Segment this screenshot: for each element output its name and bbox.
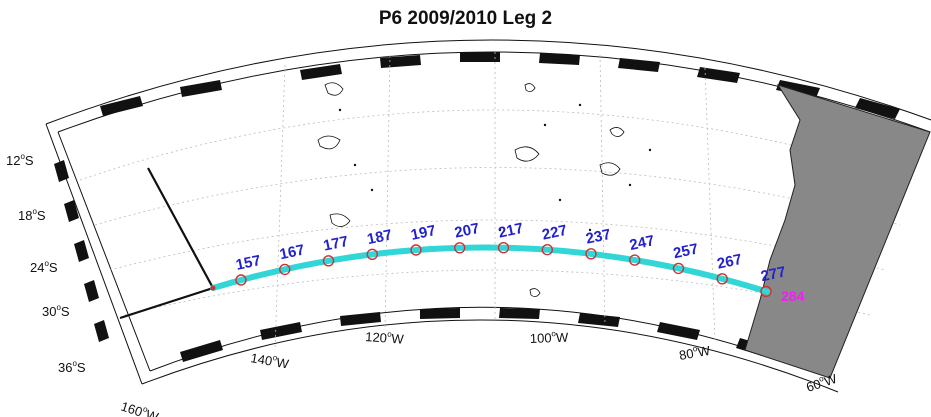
station-label-247: 247 — [628, 232, 656, 254]
station-marker-227 — [541, 243, 553, 256]
station-marker-247 — [629, 254, 641, 266]
final-station-label: 284 — [781, 288, 805, 304]
lon-label-140w: 140oW — [249, 349, 290, 372]
bathymetry-contours — [317, 82, 625, 297]
station-marker-237 — [585, 248, 597, 260]
latitude-labels: 12oS 18oS 24oS 30oS 36oS — [6, 152, 86, 375]
station-marker-157 — [235, 274, 247, 286]
lon-label-60w: 60oW — [804, 370, 839, 395]
station-label-277: 277 — [759, 263, 787, 285]
station-marker-267 — [716, 273, 728, 285]
lat-label-24s: 24oS — [30, 259, 58, 275]
station-label-207: 207 — [453, 220, 481, 242]
lon-label-160w: 160oW — [119, 398, 161, 417]
station-label-217: 217 — [497, 220, 525, 242]
station-label-177: 177 — [322, 233, 350, 255]
station-label-257: 257 — [672, 240, 700, 262]
longitude-labels: 160oW 140oW 120oW 100oW 80oW 60oW — [119, 328, 839, 417]
lat-label-36s: 36oS — [58, 359, 86, 375]
station-label-267: 267 — [715, 251, 743, 273]
station-label-227: 227 — [541, 222, 569, 244]
station-marker-207 — [454, 242, 466, 254]
lat-label-12s: 12oS — [6, 152, 34, 168]
lon-label-120w: 120oW — [365, 328, 405, 347]
station-marker-257 — [672, 262, 685, 275]
station-marker-277 — [760, 285, 772, 298]
station-marker-187 — [366, 248, 378, 261]
station-label-157: 157 — [234, 252, 262, 274]
previous-leg-track — [119, 167, 215, 320]
track-start-marker — [210, 285, 216, 291]
lat-label-30s: 30oS — [42, 303, 70, 319]
land-mass — [744, 84, 931, 379]
station-marker-177 — [322, 255, 335, 267]
station-label-187: 187 — [366, 226, 394, 248]
station-marker-217 — [497, 241, 510, 254]
station-label-197: 197 — [409, 222, 437, 244]
station-markers: 157 167 177 187 197 207 217 227 237 247 257 267 277 2… — [210, 220, 805, 304]
station-marker-197 — [410, 244, 422, 256]
station-label-167: 167 — [278, 241, 306, 263]
lon-label-100w: 100oW — [530, 329, 570, 346]
station-label-237: 237 — [584, 226, 612, 248]
lat-label-18s: 18oS — [18, 207, 46, 223]
station-marker-167 — [279, 263, 291, 276]
map-title: P6 2009/2010 Leg 2 — [378, 8, 553, 29]
bathymetry-dots — [338, 103, 652, 232]
lon-label-80w: 80oW — [678, 342, 712, 363]
